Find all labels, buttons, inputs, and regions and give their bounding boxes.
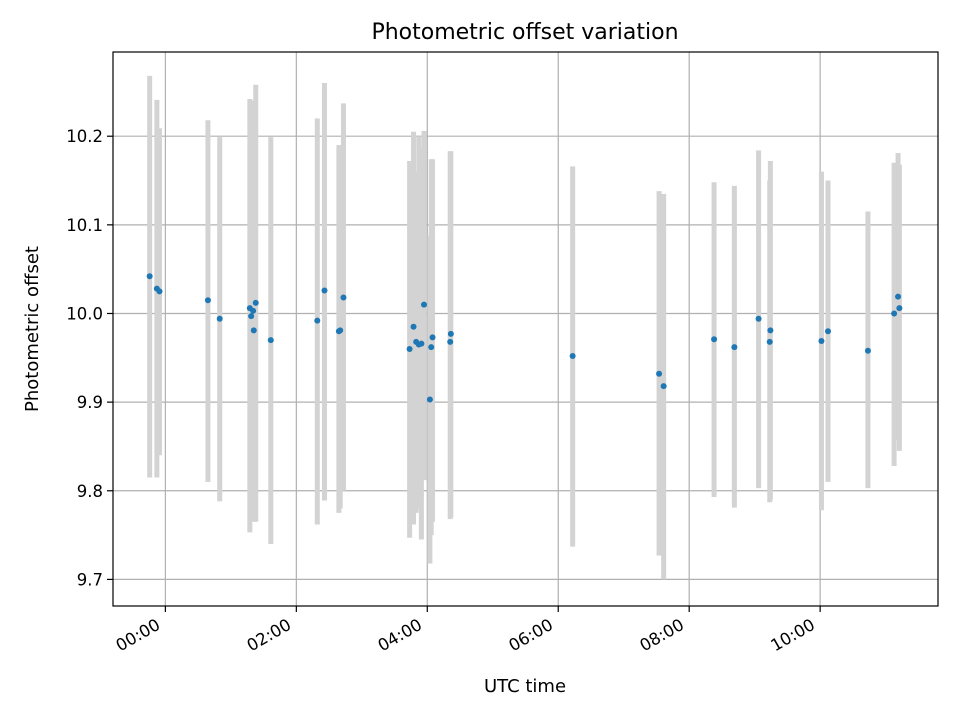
y-axis-label: Photometric offset: [22, 246, 43, 412]
chart-title: Photometric offset variation: [371, 20, 678, 45]
data-point: [406, 345, 413, 352]
data-point: [731, 344, 738, 351]
data-point: [267, 337, 274, 344]
data-point: [321, 287, 328, 294]
plot-area-frame: [112, 51, 939, 607]
data-point: [418, 340, 425, 347]
data-point: [250, 327, 257, 334]
data-point: [660, 383, 667, 390]
data-point: [410, 323, 417, 330]
data-point: [340, 294, 347, 301]
data-point: [891, 310, 898, 317]
data-point: [711, 336, 718, 343]
y-tick-label: 9.9: [77, 393, 103, 412]
y-axis-ticks: 9.7 9.8 9.9 10.0 10.1 10.2: [66, 127, 113, 589]
data-point: [825, 328, 831, 335]
data-point: [421, 301, 428, 308]
data-point: [216, 315, 223, 322]
data-point: [156, 288, 163, 295]
data-point: [864, 347, 871, 354]
data-point: [767, 327, 774, 334]
data-point: [818, 337, 825, 344]
data-points: [146, 273, 903, 403]
data-point: [428, 344, 435, 351]
data-point: [146, 273, 153, 280]
data-point: [447, 338, 454, 345]
data-point: [766, 338, 773, 345]
data-point: [755, 315, 762, 322]
x-axis-label: UTC time: [484, 676, 566, 697]
data-point: [569, 353, 576, 360]
data-point: [447, 330, 454, 337]
data-point: [314, 317, 321, 324]
data-point: [337, 327, 344, 334]
data-point: [250, 307, 257, 314]
y-tick-label: 9.7: [77, 570, 103, 589]
data-point: [426, 396, 433, 403]
y-tick-label: 10.2: [66, 127, 103, 146]
y-tick-label: 9.8: [77, 482, 103, 501]
data-point: [896, 305, 903, 312]
data-point: [895, 293, 902, 300]
data-point: [252, 299, 259, 306]
data-point: [656, 370, 663, 377]
y-tick-label: 10.1: [66, 216, 103, 235]
data-point: [248, 313, 255, 320]
data-point: [204, 297, 211, 304]
y-tick-label: 10.0: [66, 304, 103, 323]
data-point: [429, 334, 436, 341]
